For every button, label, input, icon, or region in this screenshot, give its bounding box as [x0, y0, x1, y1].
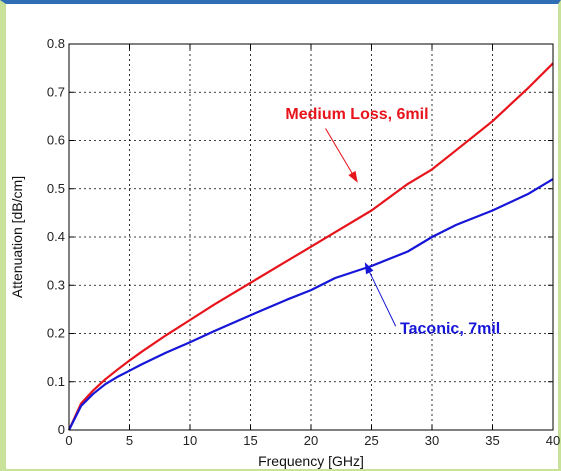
x-tick-label: 30	[425, 433, 439, 448]
y-tick-label: 0	[58, 422, 65, 437]
annotations: Medium Loss, 6mil Taconic, 7mil	[285, 106, 500, 338]
x-tick-label: 25	[364, 433, 378, 448]
grid	[69, 44, 553, 430]
y-tick-label: 0.3	[47, 277, 65, 292]
annotation-arrow-line	[364, 263, 397, 327]
annotation-label: Taconic, 7mil	[400, 321, 500, 338]
y-tick-label: 0.4	[47, 229, 65, 244]
x-tick-label: 35	[485, 433, 499, 448]
y-tick-label: 0.5	[47, 181, 65, 196]
annotation-label: Medium Loss, 6mil	[285, 106, 428, 123]
series-line-medium-loss-6mil	[67, 62, 554, 431]
x-tick-label: 20	[304, 433, 318, 448]
x-tick-label: 10	[183, 433, 197, 448]
x-tick-label: 40	[546, 433, 560, 448]
ticks: 0 5 10 15 20 25 30 35 40 0 0.1 0.2 0.3 0.4 0.5 0.6 0.7 0.…	[47, 36, 560, 448]
y-tick-label: 0.8	[47, 36, 65, 51]
annotation-arrow-line	[325, 128, 358, 182]
series-line-taconic-7mil	[68, 178, 554, 431]
x-tick-label: 0	[65, 433, 72, 448]
y-tick-label: 0.6	[47, 133, 65, 148]
y-tick-label: 0.7	[47, 84, 65, 99]
x-tick-label: 15	[243, 433, 257, 448]
x-tick-label: 5	[126, 433, 133, 448]
series-lines	[67, 62, 554, 431]
y-tick-label: 0.1	[47, 374, 65, 389]
y-axis-label: Attenuation [dB/cm]	[9, 176, 25, 298]
x-axis-label: Frequency [GHz]	[258, 453, 364, 469]
annotation-arrowhead	[348, 170, 358, 183]
annotation-arrowhead	[364, 262, 374, 275]
y-tick-label: 0.2	[47, 326, 65, 341]
